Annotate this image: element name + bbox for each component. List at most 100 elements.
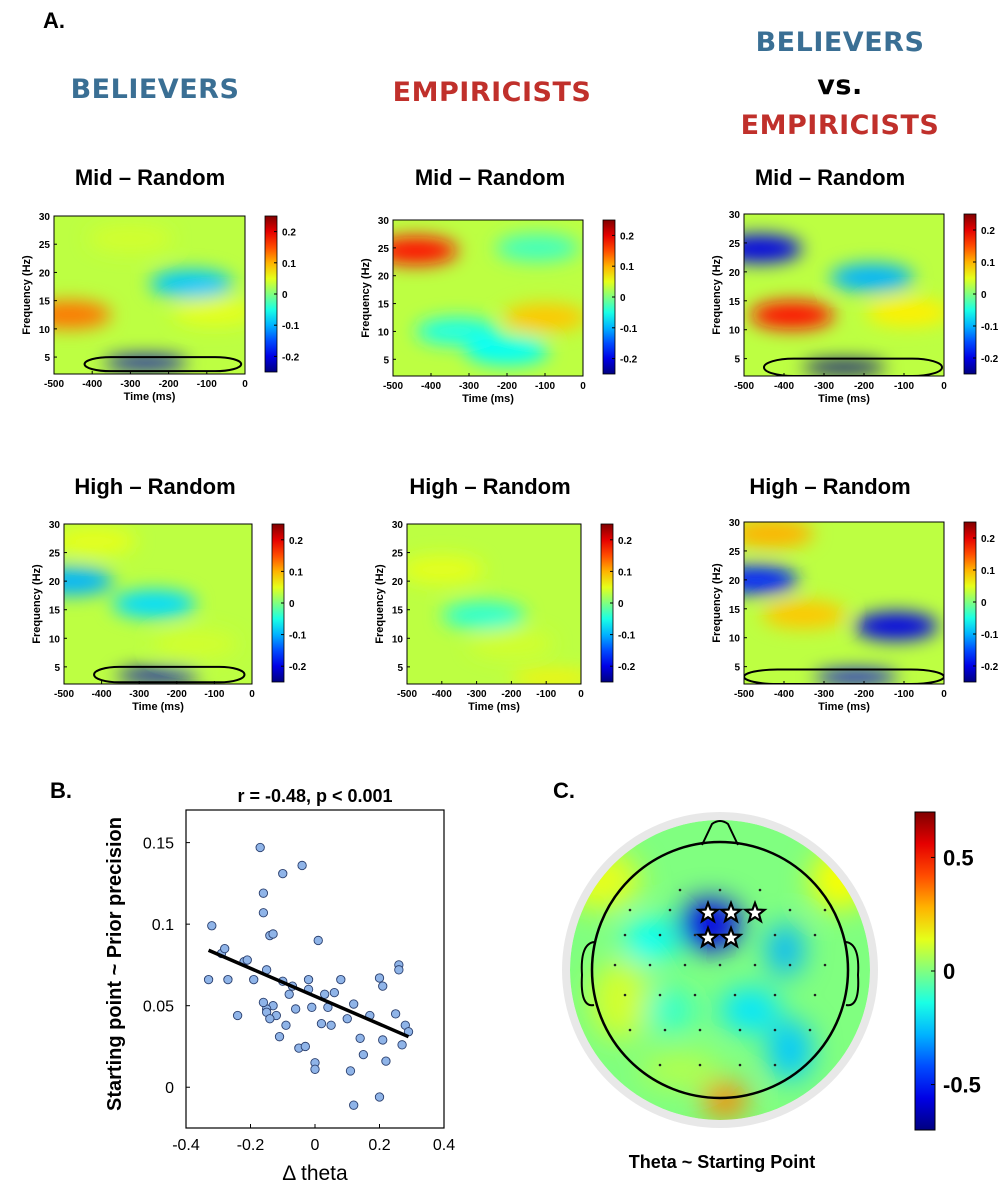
x-tick-label: 0 — [242, 379, 248, 390]
plot-frame — [743, 213, 945, 377]
electrode-dot — [623, 933, 627, 937]
x-tick-label: -300 — [120, 379, 140, 390]
scatter-point — [297, 860, 307, 871]
colorbar-tick-label: 0.1 — [620, 262, 634, 273]
significant-cluster-outline — [83, 356, 243, 373]
y-tick-label: 30 — [49, 520, 61, 531]
x-tick-label: -100 — [197, 379, 217, 390]
tf-chart-empiricists-mid: -500 -400 -300 -200 -100 0 5 10 15 20 25 30 Time (ms… — [360, 216, 638, 405]
colorbar-tick-label: 0.2 — [289, 536, 303, 547]
x-tick-label: 0 — [580, 381, 586, 392]
panel-a-label: A. — [43, 8, 65, 33]
y-tick-label: 5 — [383, 355, 389, 366]
electrode-dot — [698, 1063, 702, 1067]
topoplot-blob — [590, 960, 650, 1040]
x-tick-label: -500 — [397, 689, 417, 700]
heatmap-blob — [116, 668, 200, 683]
colorbar-tick-label: 0 — [943, 959, 955, 984]
x-axis-label: Time (ms) — [818, 701, 870, 713]
x-tick-label: -200 — [159, 379, 179, 390]
x-tick-label: -400 — [82, 379, 102, 390]
significant-electrode-star — [695, 924, 721, 949]
electrode-dot — [808, 1028, 812, 1032]
heatmap-blob — [854, 612, 938, 641]
tf-title-6: High – Random — [749, 474, 911, 499]
scatter-point — [258, 908, 269, 918]
colorbar-tick-label: -0.1 — [289, 631, 307, 642]
head-outline — [590, 840, 850, 1100]
scatter-point — [220, 943, 230, 954]
panel-b-label: B. — [50, 778, 72, 803]
scatter-point — [394, 965, 404, 975]
x-tick-label: -300 — [467, 689, 487, 700]
topoplot-blob — [624, 918, 676, 962]
colorbar-tick-label: -0.2 — [981, 662, 999, 673]
electrode-dot — [823, 908, 827, 912]
x-tick-label: -400 — [92, 689, 112, 700]
electrode-dot — [628, 908, 632, 912]
y-tick-label: 10 — [378, 327, 390, 338]
x-tick-label: 0.4 — [433, 1137, 455, 1154]
colorbar-tick-label: 0 — [289, 599, 295, 610]
x-tick-label: -400 — [774, 689, 794, 700]
x-tick-label: -0.4 — [172, 1137, 200, 1154]
colorbar-tick-label: -0.2 — [620, 355, 638, 366]
x-tick-label: -200 — [854, 381, 874, 392]
scatter-point — [203, 974, 214, 985]
x-tick-label: 0 — [941, 381, 947, 392]
topoplot-blob — [645, 990, 695, 1030]
heatmap-blob — [415, 317, 500, 346]
heatmap-blob — [407, 555, 484, 584]
tf-chart-diff-high: -500 -400 -300 -200 -100 0 5 10 15 20 25 30 Time (ms… — [711, 518, 999, 713]
heatmap-blob — [830, 263, 914, 292]
colorbar-tick-label: -0.2 — [981, 354, 999, 365]
scatter-point — [342, 1014, 352, 1024]
scatter-point — [397, 1040, 407, 1050]
y-tick-label: 25 — [378, 244, 390, 255]
heatmap-blob — [744, 565, 798, 594]
x-tick-label: 0 — [311, 1137, 320, 1154]
heatmap-blob — [64, 527, 137, 556]
x-tick-label: -300 — [129, 689, 149, 700]
tf-chart-believers-high: -500 -400 -300 -200 -100 0 5 10 15 20 25 30 Time (ms… — [31, 520, 307, 713]
y-tick-label: 30 — [729, 210, 741, 221]
x-axis-label: Time (ms) — [124, 391, 176, 403]
y-tick-label: 10 — [729, 634, 741, 645]
colorbar-tick-label: 0.2 — [981, 534, 995, 545]
tf-title-2: Mid – Random — [414, 165, 566, 190]
scatter-point — [223, 974, 233, 985]
y-tick-label: 15 — [729, 605, 741, 616]
y-tick-label: 15 — [729, 297, 741, 308]
scatter-title: r = -0.48, p < 0.001 — [237, 786, 392, 806]
y-axis-label: Frequency (Hz) — [711, 563, 723, 643]
plot-frame — [63, 523, 253, 685]
heatmap-background — [744, 522, 944, 684]
electrode-dot — [738, 1028, 742, 1032]
x-tick-label: 0.2 — [368, 1137, 390, 1154]
electrode-dot — [788, 908, 792, 912]
electrode-dot — [788, 963, 792, 967]
electrode-dot — [773, 1063, 777, 1067]
tf-title-3: Mid – Random — [754, 165, 906, 190]
colorbar-tick-label: -0.1 — [981, 322, 999, 333]
colorbar-tick-label: 0.1 — [618, 567, 632, 578]
y-tick-label: 20 — [39, 268, 51, 279]
y-axis-label: Frequency (Hz) — [374, 564, 386, 644]
y-tick-label: 30 — [39, 212, 51, 223]
x-tick-label: -100 — [894, 381, 914, 392]
scatter-point — [349, 999, 359, 1009]
tf-chart-diff-mid: -500 -400 -300 -200 -100 0 5 10 15 20 25 30 Time (ms… — [711, 210, 999, 405]
heatmap-blob — [511, 671, 581, 684]
y-tick-label: 25 — [392, 549, 404, 560]
plot-frame — [53, 215, 246, 375]
scatter-point — [381, 1056, 391, 1066]
y-tick-label: 30 — [378, 216, 390, 227]
scatter-frame — [185, 809, 445, 1129]
colorbar-tick-label: 0 — [618, 599, 624, 610]
x-tick-label: -400 — [432, 689, 452, 700]
topoplot-blob — [767, 924, 803, 976]
y-tick-label: 25 — [729, 239, 741, 250]
electrode-dot — [718, 888, 722, 892]
colorbar-tick-label: -0.2 — [618, 662, 636, 673]
scatter-point — [313, 935, 323, 946]
